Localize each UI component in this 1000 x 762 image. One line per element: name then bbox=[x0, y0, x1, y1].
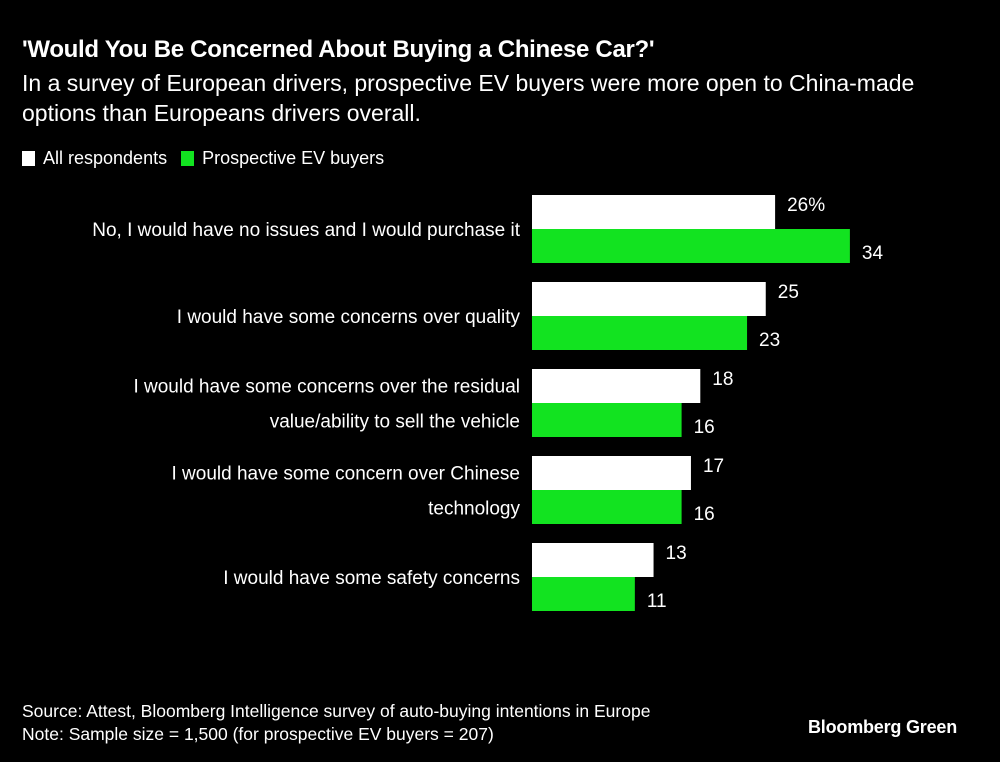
data-label: 16 bbox=[694, 504, 715, 525]
bar-prospective-ev-buyers bbox=[532, 229, 850, 263]
data-label: 34 bbox=[862, 243, 884, 264]
data-label: 13 bbox=[666, 543, 687, 564]
bar-prospective-ev-buyers bbox=[532, 403, 682, 437]
data-label: 23 bbox=[759, 330, 780, 351]
source-note: Source: Attest, Bloomberg Intelligence s… bbox=[22, 701, 651, 721]
legend-swatch-prospective-ev-buyers bbox=[181, 151, 195, 166]
legend: All respondents Prospective EV buyers bbox=[22, 148, 398, 169]
legend-swatch-all-respondents bbox=[22, 151, 35, 166]
sample-note: Note: Sample size = 1,500 (for prospecti… bbox=[22, 724, 494, 744]
bar-all-respondents bbox=[532, 456, 691, 490]
data-label: 18 bbox=[712, 369, 733, 390]
category-label: No, I would have no issues and I would p… bbox=[92, 220, 520, 241]
bar-all-respondents bbox=[532, 369, 701, 403]
brand-logo: Bloomberg Green bbox=[808, 717, 958, 737]
category-label: technology bbox=[428, 499, 520, 520]
chart-title: 'Would You Be Concerned About Buying a C… bbox=[22, 36, 655, 63]
category-label: I would have some concern over Chinese bbox=[171, 464, 520, 485]
data-label: 26% bbox=[787, 195, 825, 216]
footer: Source: Attest, Bloomberg Intelligence s… bbox=[22, 700, 650, 746]
category-label: I would have some safety concerns bbox=[223, 568, 520, 589]
legend-item-prospective-ev-buyers: Prospective EV buyers bbox=[181, 148, 384, 169]
data-label: 16 bbox=[694, 417, 715, 438]
data-label: 17 bbox=[703, 456, 724, 477]
bar-prospective-ev-buyers bbox=[532, 577, 635, 611]
category-label: I would have some concerns over the resi… bbox=[133, 377, 520, 398]
category-label: I would have some concerns over quality bbox=[177, 307, 521, 328]
bar-all-respondents bbox=[532, 282, 766, 316]
legend-item-all-respondents: All respondents bbox=[22, 148, 167, 169]
chart-subtitle: In a survey of European drivers, prospec… bbox=[22, 70, 915, 126]
bar-all-respondents bbox=[532, 195, 776, 229]
bar-prospective-ev-buyers bbox=[532, 490, 682, 524]
bar-prospective-ev-buyers bbox=[532, 316, 748, 350]
bar-all-respondents bbox=[532, 543, 654, 577]
legend-label-prospective-ev-buyers: Prospective EV buyers bbox=[202, 148, 385, 168]
legend-label-all-respondents: All respondents bbox=[43, 148, 168, 168]
data-label: 25 bbox=[778, 282, 799, 303]
data-label: 11 bbox=[647, 591, 667, 612]
category-label: value/ability to sell the vehicle bbox=[270, 412, 520, 433]
